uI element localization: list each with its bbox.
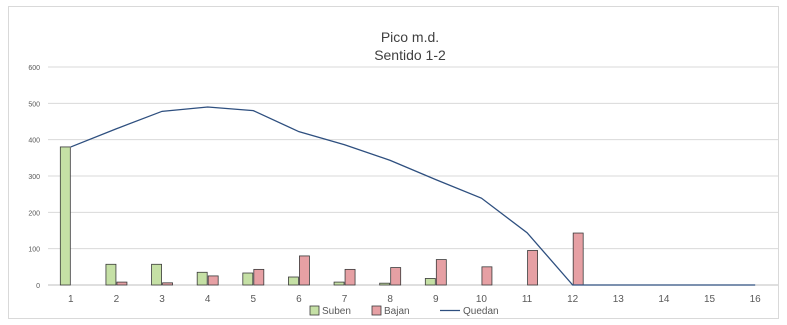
legend-swatch-suben bbox=[309, 305, 320, 316]
y-tick-label: 0 bbox=[36, 283, 40, 290]
bar-suben-1 bbox=[59, 146, 71, 286]
x-tick-label: 15 bbox=[704, 294, 716, 305]
x-tick-label: 6 bbox=[296, 294, 302, 305]
legend-label: Quedan bbox=[463, 306, 499, 317]
x-tick-label: 2 bbox=[114, 294, 120, 305]
x-tick-label: 4 bbox=[205, 294, 211, 305]
x-tick-label: 3 bbox=[159, 294, 165, 305]
bar-suben-2 bbox=[105, 263, 117, 286]
bar-bajan-10 bbox=[481, 266, 493, 286]
y-tick-label: 200 bbox=[28, 210, 40, 217]
chart-frame bbox=[8, 6, 779, 319]
legend-swatch-bajan bbox=[371, 305, 382, 316]
bar-suben-6 bbox=[288, 276, 299, 286]
bar-bajan-9 bbox=[435, 259, 447, 286]
bar-bajan-7 bbox=[344, 268, 356, 286]
x-tick-label: 16 bbox=[750, 294, 762, 305]
bar-suben-4 bbox=[196, 271, 208, 286]
x-tick-label: 9 bbox=[433, 294, 439, 305]
chart-title: Pico m.d. bbox=[381, 29, 439, 45]
x-tick-label: 10 bbox=[476, 294, 488, 305]
bar-bajan-3 bbox=[162, 282, 173, 286]
legend-label: Suben bbox=[322, 306, 351, 317]
line-quedan bbox=[70, 106, 756, 286]
y-tick-label: 300 bbox=[28, 174, 40, 181]
bar-bajan-4 bbox=[207, 275, 219, 286]
bar-suben-8 bbox=[379, 282, 391, 286]
bar-bajan-11 bbox=[527, 250, 538, 286]
x-tick-label: 7 bbox=[342, 294, 348, 305]
bar-suben-5 bbox=[242, 272, 254, 286]
bar-suben-3 bbox=[151, 263, 162, 286]
bar-bajan-6 bbox=[299, 255, 310, 286]
y-tick-label: 100 bbox=[28, 247, 40, 254]
x-tick-label: 5 bbox=[251, 294, 257, 305]
y-tick-label: 400 bbox=[28, 138, 40, 145]
bar-bajan-2 bbox=[116, 281, 128, 286]
legend-label: Bajan bbox=[384, 306, 410, 317]
bar-bajan-8 bbox=[390, 267, 402, 286]
y-tick-label: 600 bbox=[28, 65, 40, 72]
bar-bajan-5 bbox=[253, 268, 265, 286]
x-tick-label: 1 bbox=[68, 294, 74, 305]
x-tick-label: 13 bbox=[613, 294, 625, 305]
x-tick-label: 12 bbox=[567, 294, 579, 305]
x-tick-label: 14 bbox=[658, 294, 670, 305]
bar-suben-9 bbox=[424, 278, 436, 286]
x-tick-label: 11 bbox=[522, 294, 533, 305]
bar-bajan-12 bbox=[572, 232, 584, 286]
x-tick-label: 8 bbox=[387, 294, 393, 305]
chart-subtitle: Sentido 1-2 bbox=[374, 47, 446, 63]
bar-suben-7 bbox=[333, 281, 345, 286]
y-tick-label: 500 bbox=[28, 101, 40, 108]
